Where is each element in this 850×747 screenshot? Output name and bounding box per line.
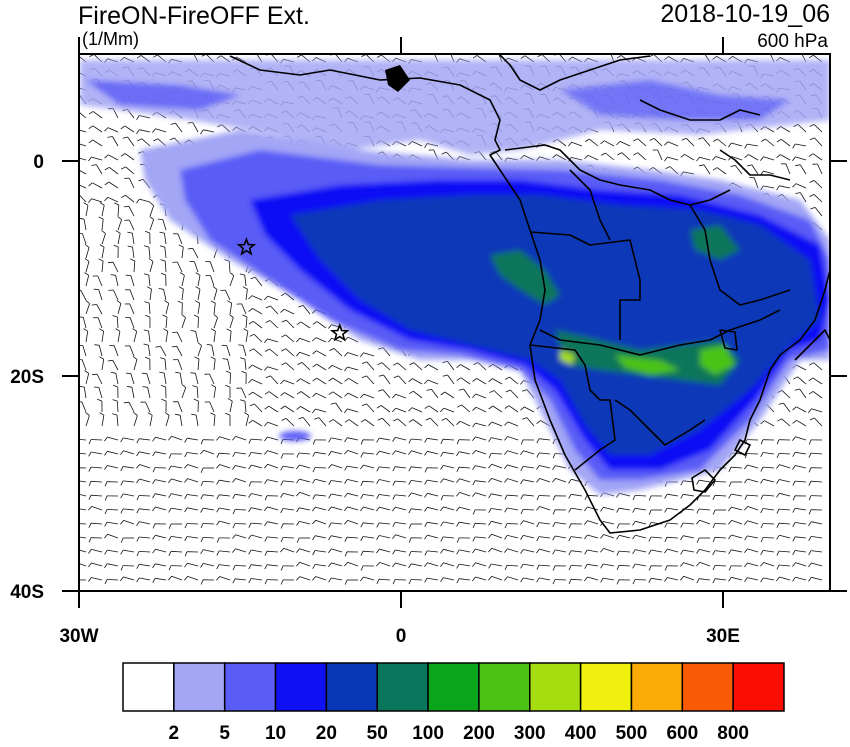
colorbar-label-800: 800 <box>717 723 749 744</box>
colorbar-swatch-11 <box>630 662 684 712</box>
colorbar-swatch-7 <box>427 662 480 712</box>
colorbar-swatch-3 <box>223 662 277 712</box>
datetime-label: 2018-10-19_06 <box>660 0 830 28</box>
colorbar-label-50: 50 <box>367 723 388 744</box>
colorbar-label-300: 300 <box>514 723 546 744</box>
colorbar-label-20: 20 <box>316 723 337 744</box>
y-tick-label-20s: 20S <box>10 367 44 388</box>
colorbar-label-100: 100 <box>412 723 444 744</box>
colorbar-swatch-1 <box>122 662 175 712</box>
colorbar-swatch-4 <box>274 662 328 712</box>
colorbar-swatch-10 <box>579 662 633 712</box>
site-markers <box>236 237 350 342</box>
y-tick-label-0: 0 <box>33 152 44 173</box>
units-label: (1/Mm) <box>82 29 139 49</box>
colorbar-swatch-8 <box>478 662 531 712</box>
x-tick-label-30w: 30W <box>59 626 98 647</box>
x-tick-label-0: 0 <box>396 626 407 647</box>
site-star-marker-2 <box>329 322 350 342</box>
extinction-shading <box>80 60 830 495</box>
colorbar-swatch-9 <box>529 662 582 712</box>
map-plot-area <box>79 54 830 591</box>
coastlines-and-borders <box>229 54 830 534</box>
map-frame <box>78 53 831 592</box>
colorbar-label-600: 600 <box>666 723 698 744</box>
colorbar-label-2: 2 <box>169 723 180 744</box>
colorbar-label-500: 500 <box>616 723 648 744</box>
axis-ticks <box>62 37 847 608</box>
colorbar-label-10: 10 <box>265 723 286 744</box>
colorbar-label-400: 400 <box>565 723 597 744</box>
pressure-level-label: 600 hPa <box>757 31 828 52</box>
y-tick-label-40s: 40S <box>10 582 44 603</box>
colorbar-swatch-2 <box>173 662 226 712</box>
colorbar-label-5: 5 <box>219 723 230 744</box>
map-title: FireON-FireOFF Ext. <box>78 2 310 30</box>
colorbar: 2 5 10 20 50 100 200 300 400 500 600 800 <box>122 662 785 744</box>
site-star-marker-1 <box>236 237 257 256</box>
colorbar-swatch-5 <box>325 662 378 712</box>
colorbar-swatch-13 <box>732 662 785 712</box>
colorbar-label-200: 200 <box>463 723 495 744</box>
colorbar-swatch-6 <box>376 662 429 712</box>
colorbar-swatch-12 <box>681 662 734 712</box>
x-tick-label-30e: 30E <box>706 626 740 647</box>
